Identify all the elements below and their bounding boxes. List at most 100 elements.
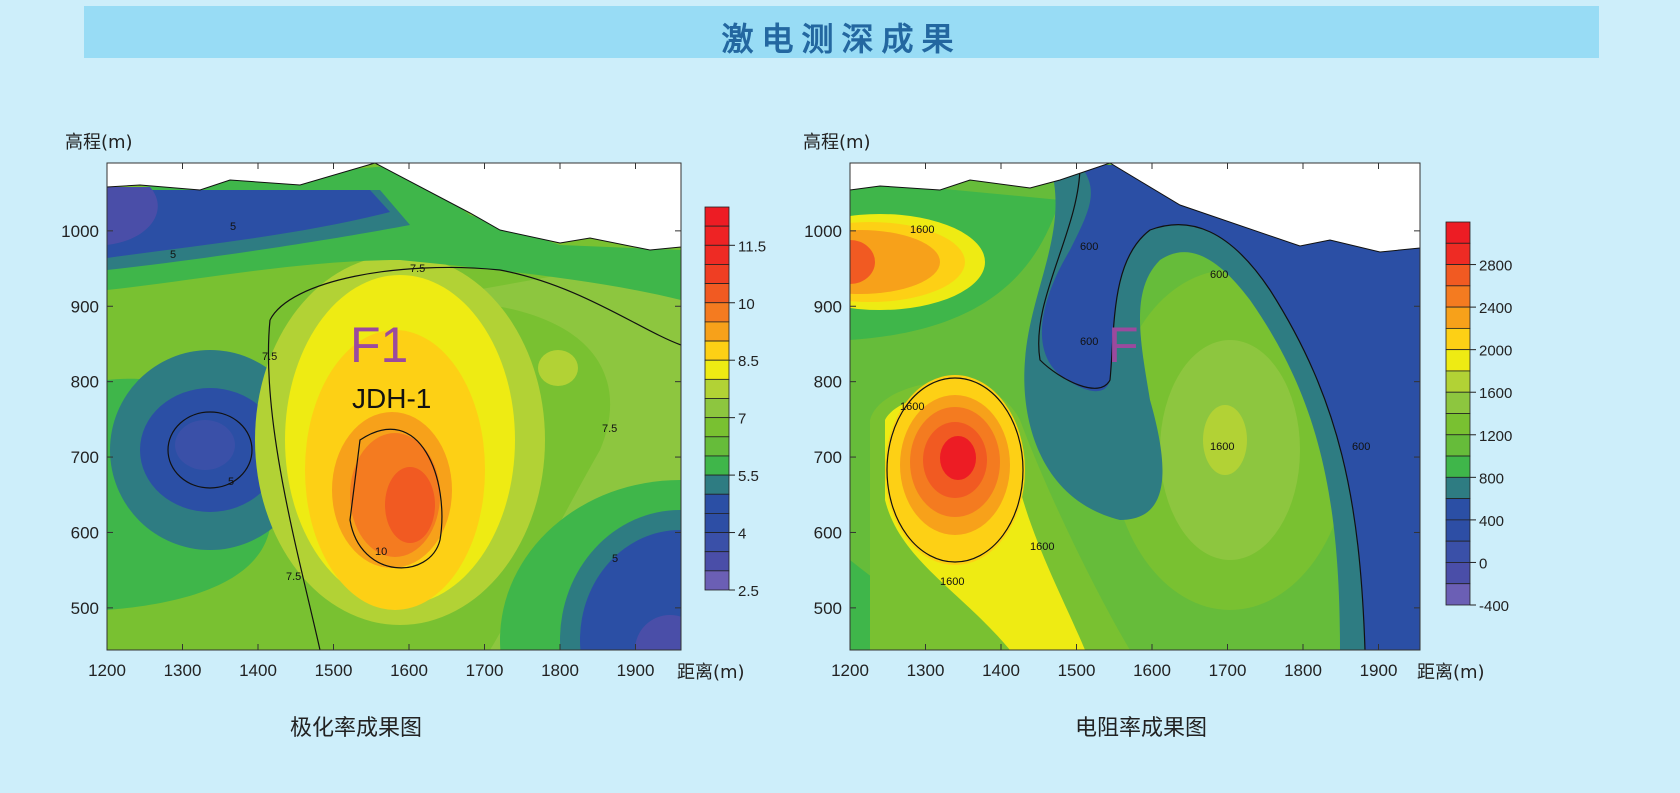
contour-line-600 — [1038, 164, 1366, 650]
annotation-f1: F1 — [350, 317, 408, 373]
terrain-mask — [850, 163, 1420, 253]
colorbar-swatch — [1445, 476, 1471, 500]
y-tick-label: 800 — [71, 373, 99, 392]
contour-label: 600 — [1352, 441, 1370, 453]
colorbar-label: 2400 — [1479, 300, 1512, 317]
contour-label: 1600 — [940, 576, 964, 588]
x-tick-label: 1700 — [466, 661, 504, 680]
y-tick-label: 1000 — [804, 222, 842, 241]
colorbar-swatch — [1445, 413, 1471, 436]
contour-line-75 — [269, 266, 681, 346]
contour-label: 10 — [375, 546, 387, 558]
x-tick-label: 1200 — [88, 661, 126, 680]
y-tick-label: 500 — [814, 599, 842, 618]
x-tick-label: 1400 — [982, 661, 1020, 680]
chart-caption-left: 极化率成果图 — [290, 716, 422, 741]
colorbar-swatch — [1445, 540, 1471, 563]
colorbar-swatch — [1445, 519, 1471, 542]
colorbar-swatch — [704, 378, 730, 399]
chargeability-plot — [107, 163, 681, 650]
colorbar-swatch — [1445, 264, 1471, 287]
colorbar-swatch — [1445, 242, 1471, 265]
colorbar-swatch — [704, 206, 730, 227]
colorbar-swatch — [704, 513, 730, 533]
contour-lime-blob — [538, 350, 578, 386]
colorbar-swatch — [704, 225, 730, 246]
page-title: 激电测深成果 — [721, 20, 962, 58]
colorbar-swatch — [704, 570, 730, 591]
x-axis-title-left: 距离(m) — [677, 662, 745, 683]
title-banner: 激电测深成果 — [84, 6, 1599, 58]
colorbar-swatch — [704, 244, 730, 265]
x-tick-label: 1300 — [164, 661, 202, 680]
y-tick-label: 700 — [71, 448, 99, 467]
colorbar-swatch — [1445, 434, 1471, 457]
y-tick-label: 500 — [71, 599, 99, 618]
colorbar-swatch — [704, 398, 730, 419]
contour-orange-top-left — [850, 230, 940, 294]
colorbar-label: 8.5 — [738, 353, 759, 370]
contour-blue-band — [1041, 165, 1420, 650]
colorbar-swatch — [1445, 327, 1471, 351]
colorbar-swatch — [704, 493, 730, 514]
colorbar-label: 11.5 — [738, 238, 766, 255]
colorbar-label: -400 — [1479, 598, 1509, 615]
colorbar-label: 1200 — [1479, 428, 1512, 445]
plot-frame-right — [849, 162, 1421, 651]
contour-label: 5 — [228, 476, 234, 488]
contour-label: 600 — [1210, 269, 1228, 281]
y-tick-label: 600 — [814, 523, 842, 542]
contour-label: 7.5 — [286, 571, 301, 583]
terrain-mask — [107, 163, 681, 251]
colorbar-label: 400 — [1479, 513, 1504, 530]
contour-blue-top — [107, 190, 390, 258]
colorbar-swatch — [704, 455, 730, 476]
contour-line-10 — [349, 428, 443, 569]
contour-purple-corner — [107, 187, 158, 245]
colorbar-label: 7 — [738, 411, 746, 428]
y-axis-title-right: 高程(m) — [803, 132, 871, 153]
x-tick-label: 1300 — [907, 661, 945, 680]
contour-blue-left-inner — [175, 420, 235, 470]
x-tick-label: 1600 — [390, 661, 428, 680]
colorbar-swatch — [704, 532, 730, 553]
x-tick-label: 1500 — [1058, 661, 1096, 680]
contour-label: 7.5 — [410, 263, 425, 275]
contour-line-1600 — [886, 377, 1024, 563]
resistivity-plot — [850, 163, 1420, 650]
colorbar-swatch — [1445, 583, 1471, 606]
colorbar-label: 2.5 — [738, 583, 759, 600]
contour-red-red-blob — [940, 436, 976, 480]
x-tick-label: 1900 — [1360, 661, 1398, 680]
x-tick-label: 1600 — [1133, 661, 1171, 680]
x-tick-label: 1700 — [1209, 661, 1247, 680]
colorbar-swatch — [704, 302, 730, 323]
contour-red-top-left — [850, 240, 875, 284]
colorbar-label: 2800 — [1479, 258, 1512, 275]
contour-label: 1600 — [910, 224, 934, 236]
x-axis-title-right: 距离(m) — [1417, 662, 1485, 683]
y-tick-label: 600 — [71, 523, 99, 542]
contour-label: 600 — [1080, 241, 1098, 253]
annotation-f: F — [1108, 317, 1139, 373]
colorbar-label: 5.5 — [738, 468, 759, 485]
contour-label: 7.5 — [602, 423, 617, 435]
x-tick-label: 1200 — [831, 661, 869, 680]
contour-line-75b — [267, 319, 321, 650]
y-tick-label: 700 — [814, 448, 842, 467]
y-tick-label: 900 — [814, 297, 842, 316]
contour-label: 7.5 — [262, 351, 277, 363]
colorbar-swatch — [704, 340, 730, 361]
colorbar-swatch — [704, 264, 730, 285]
colorbar-label: 10 — [738, 296, 755, 313]
colorbar-label: 800 — [1479, 470, 1504, 487]
colorbar-swatch — [1445, 221, 1471, 244]
colorbar-swatch — [1445, 349, 1471, 372]
colorbar-swatch — [704, 321, 730, 342]
contour-label: 600 — [1080, 336, 1098, 348]
contour-label: 5 — [230, 221, 236, 233]
colorbar-label: 4 — [738, 526, 746, 543]
y-tick-label: 900 — [71, 297, 99, 316]
x-tick-label: 1900 — [617, 661, 655, 680]
